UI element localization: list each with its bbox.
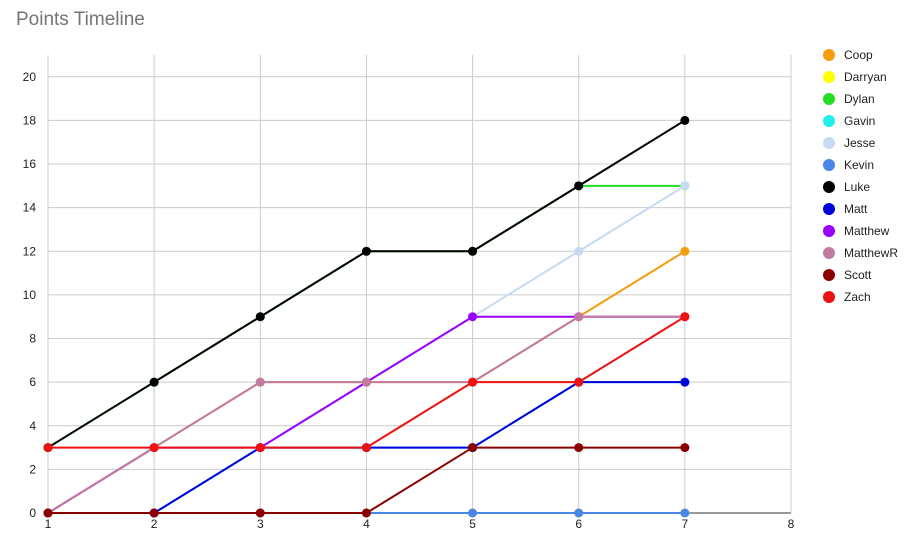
data-point bbox=[149, 443, 159, 453]
legend-swatch bbox=[823, 49, 835, 61]
data-point bbox=[361, 443, 371, 453]
y-tick-label: 10 bbox=[23, 288, 37, 302]
data-point bbox=[468, 312, 478, 322]
data-point bbox=[680, 443, 690, 453]
legend-label: Jesse bbox=[844, 136, 876, 150]
legend-label: Luke bbox=[844, 180, 870, 194]
legend-swatch bbox=[823, 269, 835, 281]
legend-swatch bbox=[823, 93, 835, 105]
data-point bbox=[361, 377, 371, 387]
data-point bbox=[680, 115, 690, 125]
legend-label: MatthewR bbox=[844, 246, 898, 260]
data-point bbox=[43, 508, 53, 518]
data-point bbox=[468, 443, 478, 453]
data-point bbox=[574, 377, 584, 387]
data-point bbox=[43, 443, 53, 453]
data-point bbox=[680, 312, 690, 322]
data-point bbox=[680, 377, 690, 387]
legend-label: Coop bbox=[844, 48, 873, 62]
legend-swatch bbox=[823, 225, 835, 237]
y-tick-label: 8 bbox=[29, 332, 36, 346]
data-point bbox=[468, 508, 478, 518]
data-point bbox=[574, 443, 584, 453]
legend-swatch bbox=[823, 291, 835, 303]
x-tick-label: 6 bbox=[575, 517, 582, 531]
legend-swatch bbox=[823, 203, 835, 215]
data-point bbox=[255, 312, 265, 322]
x-tick-label: 5 bbox=[469, 517, 476, 531]
x-tick-label: 7 bbox=[682, 517, 689, 531]
data-point bbox=[574, 181, 584, 191]
y-tick-label: 20 bbox=[23, 70, 37, 84]
y-tick-label: 2 bbox=[29, 462, 36, 476]
legend-swatch bbox=[823, 137, 835, 149]
legend-label: Matthew bbox=[844, 224, 890, 238]
legend-swatch bbox=[823, 71, 835, 83]
y-tick-label: 6 bbox=[29, 375, 36, 389]
legend-swatch bbox=[823, 115, 835, 127]
legend-label: Gavin bbox=[844, 114, 875, 128]
legend-label: Kevin bbox=[844, 158, 874, 172]
y-tick-label: 4 bbox=[29, 419, 36, 433]
y-tick-label: 16 bbox=[23, 157, 37, 171]
legend-swatch bbox=[823, 247, 835, 259]
x-tick-label: 1 bbox=[45, 517, 52, 531]
data-point bbox=[255, 508, 265, 518]
y-tick-label: 18 bbox=[23, 113, 37, 127]
legend-label: Dylan bbox=[844, 92, 875, 106]
data-point bbox=[680, 246, 690, 256]
data-point bbox=[361, 508, 371, 518]
legend-label: Zach bbox=[844, 290, 871, 304]
data-point bbox=[149, 377, 159, 387]
legend-label: Scott bbox=[844, 268, 872, 282]
x-tick-label: 8 bbox=[788, 517, 795, 531]
data-point bbox=[255, 377, 265, 387]
data-point bbox=[574, 312, 584, 322]
chart-title: Points Timeline bbox=[16, 9, 145, 30]
legend-label: Matt bbox=[844, 202, 868, 216]
data-point bbox=[680, 181, 690, 191]
data-point bbox=[468, 377, 478, 387]
legend-swatch bbox=[823, 159, 835, 171]
data-point bbox=[574, 246, 584, 256]
data-point bbox=[468, 246, 478, 256]
legend-swatch bbox=[823, 181, 835, 193]
x-tick-label: 3 bbox=[257, 517, 264, 531]
y-tick-label: 0 bbox=[29, 506, 36, 520]
data-point bbox=[574, 508, 584, 518]
data-point bbox=[361, 246, 371, 256]
data-point bbox=[255, 443, 265, 453]
y-tick-label: 12 bbox=[23, 244, 37, 258]
legend-label: Darryan bbox=[844, 70, 887, 84]
x-tick-label: 2 bbox=[151, 517, 158, 531]
x-tick-label: 4 bbox=[363, 517, 370, 531]
data-point bbox=[680, 508, 690, 518]
data-point bbox=[149, 508, 159, 518]
y-tick-label: 14 bbox=[23, 201, 37, 215]
